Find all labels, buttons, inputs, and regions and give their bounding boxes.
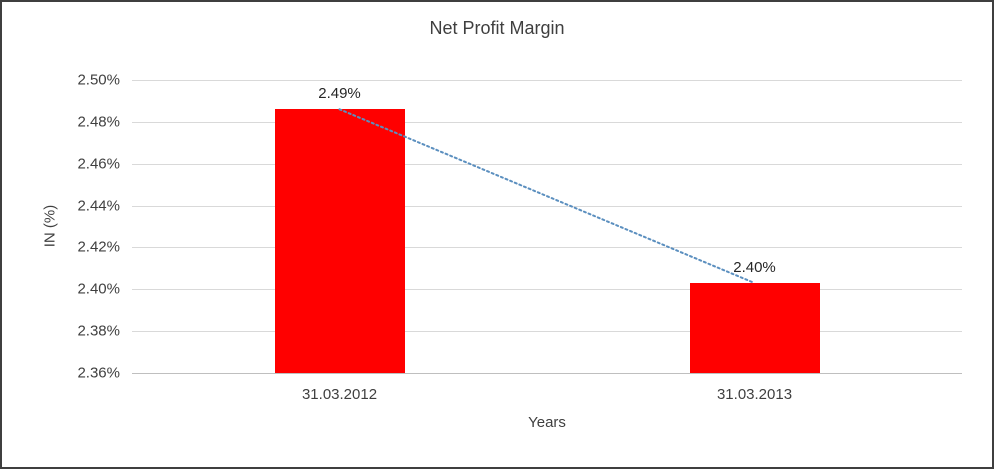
bar [274, 109, 405, 373]
y-tick-label: 2.46% [77, 155, 120, 173]
bar [689, 283, 820, 373]
x-axis-line [132, 373, 962, 374]
gridline [132, 247, 962, 249]
y-tick-label: 2.44% [77, 197, 120, 215]
gridline [132, 80, 962, 81]
gridline [132, 331, 962, 333]
y-tick-label: 2.40% [77, 280, 120, 298]
y-tick-label: 2.36% [77, 364, 120, 382]
gridline [132, 121, 962, 123]
y-tick-label: 2.38% [77, 322, 120, 340]
gridline [132, 163, 962, 165]
x-tick-label: 31.03.2012 [301, 386, 378, 403]
x-tick-label: 31.03.2013 [716, 386, 793, 403]
x-axis-title: Years [528, 414, 566, 431]
chart-title: Net Profit Margin [429, 18, 565, 38]
y-tick-label: 2.42% [77, 238, 120, 256]
gridline [132, 205, 962, 207]
bar-data-label: 2.40% [733, 259, 776, 276]
y-tick-label: 2.50% [77, 71, 120, 89]
bar-data-label: 2.49% [318, 85, 361, 103]
y-tick-label: 2.48% [77, 113, 120, 131]
gridline [132, 289, 962, 291]
